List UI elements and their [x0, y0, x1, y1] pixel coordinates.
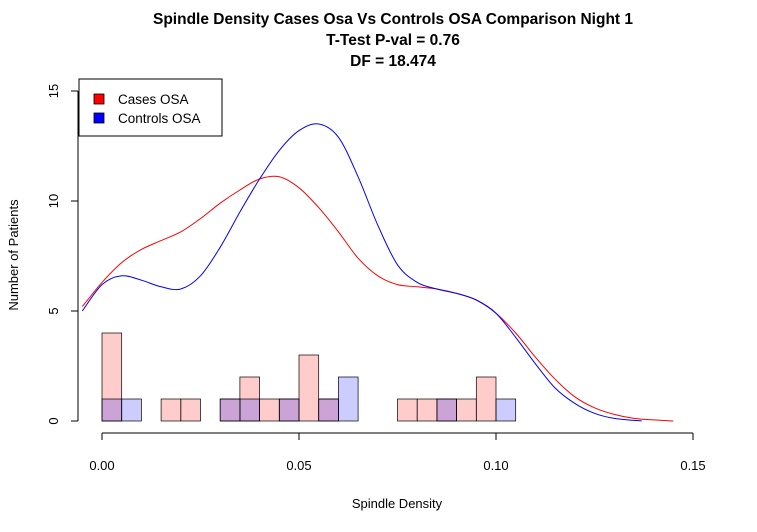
density-curve-cases	[81, 175, 674, 422]
bar-cases-5	[259, 398, 280, 422]
y-tick-label: 15	[46, 84, 61, 98]
chart-subtitle-df: DF = 18.474	[350, 53, 436, 70]
y-axis-label: Number of Patients	[6, 199, 21, 311]
y-axis: 0 5 10 15	[46, 84, 79, 425]
x-axis: 0.00 0.05 0.10 0.15	[89, 432, 706, 473]
x-tick-label: 0.15	[680, 458, 705, 473]
legend-swatch-controls	[93, 112, 105, 124]
legend: Cases OSA Controls OSA	[78, 78, 223, 137]
bar-cases-13	[475, 376, 497, 422]
bar-controls-1	[121, 398, 142, 422]
y-tick-label: 5	[46, 307, 61, 314]
bar-cases-10	[416, 398, 438, 422]
legend-swatch-cases	[93, 93, 105, 105]
bar-cases-9	[397, 398, 418, 422]
legend-label-controls: Controls OSA	[118, 111, 201, 126]
bar-controls-3	[239, 398, 260, 422]
y-tick-label: 0	[46, 417, 61, 424]
bar-controls-8	[495, 398, 517, 422]
bar-cases-12	[456, 398, 477, 422]
legend-label-cases: Cases OSA	[118, 92, 189, 107]
bar-controls-6	[338, 376, 359, 422]
x-axis-label: Spindle Density	[352, 496, 443, 511]
bar-cases-2	[180, 398, 201, 422]
x-tick-label: 0.05	[286, 458, 311, 473]
legend-box	[78, 78, 223, 137]
density-curves-layer	[81, 123, 674, 422]
chart-title: Spindle Density Cases Osa Vs Controls OS…	[153, 11, 633, 28]
chart-subtitle-pval: T-Test P-val = 0.76	[326, 32, 460, 49]
y-tick-label: 10	[46, 194, 61, 208]
bar-cases-1	[160, 398, 182, 422]
bar-cases-7	[298, 354, 320, 422]
bar-controls-4	[278, 398, 300, 422]
bar-controls-2	[219, 398, 241, 422]
bar-controls-7	[436, 398, 457, 422]
x-tick-label: 0.00	[89, 458, 114, 473]
bar-controls-5	[318, 398, 339, 422]
density-curve-controls	[81, 123, 642, 422]
bar-controls-0	[101, 398, 123, 422]
bars-layer	[101, 332, 517, 422]
x-tick-label: 0.10	[483, 458, 508, 473]
